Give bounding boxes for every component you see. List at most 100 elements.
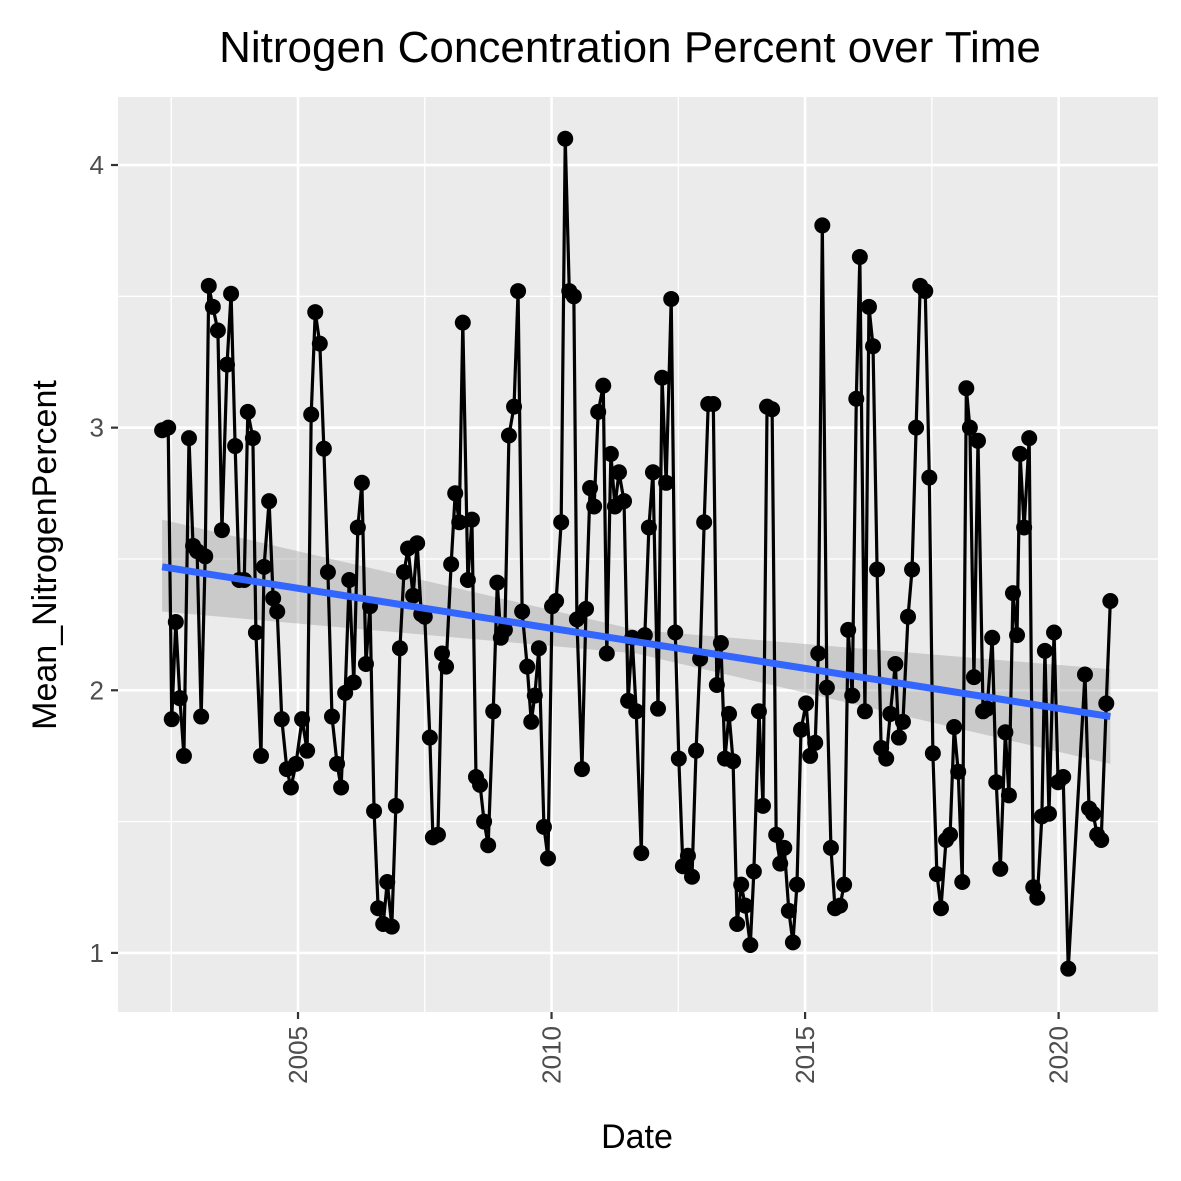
data-point <box>416 608 433 625</box>
data-point <box>311 335 328 352</box>
data-point <box>1076 666 1093 683</box>
data-point <box>725 753 742 770</box>
data-point <box>650 700 667 717</box>
data-point <box>303 406 320 423</box>
data-point <box>315 440 332 457</box>
data-point <box>319 564 336 581</box>
data-point <box>921 469 938 486</box>
data-point <box>409 535 426 552</box>
data-point <box>282 779 299 796</box>
data-point <box>443 556 460 573</box>
data-point <box>788 876 805 893</box>
data-point <box>167 613 184 630</box>
data-point <box>557 130 574 147</box>
data-point <box>802 747 819 764</box>
data-point <box>768 826 785 843</box>
data-point <box>745 863 762 880</box>
data-point <box>848 390 865 407</box>
data-point <box>869 561 886 578</box>
data-point <box>548 592 565 609</box>
data-point <box>463 511 480 528</box>
data-point <box>729 916 746 933</box>
data-point <box>353 474 370 491</box>
data-point <box>997 724 1014 741</box>
data-point <box>269 603 286 620</box>
data-point <box>539 850 556 867</box>
data-point <box>523 713 540 730</box>
data-point <box>1004 585 1021 602</box>
data-point <box>1102 592 1119 609</box>
data-point <box>822 839 839 856</box>
data-point <box>193 708 210 725</box>
data-point <box>667 624 684 641</box>
data-point <box>333 779 350 796</box>
data-point <box>256 558 273 575</box>
x-tick-label: 2020 <box>1044 1026 1074 1084</box>
data-point <box>628 703 645 720</box>
data-point <box>712 635 729 652</box>
data-point <box>506 398 523 415</box>
data-point <box>663 290 680 307</box>
data-point <box>175 747 192 764</box>
data-point <box>1016 519 1033 536</box>
data-point <box>454 314 471 331</box>
data-point <box>357 656 374 673</box>
data-point <box>924 745 941 762</box>
data-point <box>323 708 340 725</box>
data-point <box>565 288 582 305</box>
data-point <box>391 640 408 657</box>
data-point <box>514 603 531 620</box>
data-point <box>602 445 619 462</box>
data-point <box>1036 642 1053 659</box>
data-point <box>928 866 945 883</box>
data-point <box>737 897 754 914</box>
data-point <box>654 369 671 386</box>
data-point <box>485 703 502 720</box>
data-point <box>379 873 396 890</box>
data-point <box>261 493 278 510</box>
y-axis-title: Mean_NitrogenPercent <box>26 380 64 730</box>
data-point <box>510 283 527 300</box>
data-point <box>708 677 725 694</box>
data-point <box>405 587 422 604</box>
data-point <box>209 322 226 339</box>
data-point <box>844 687 861 704</box>
data-point <box>387 797 404 814</box>
data-point <box>616 493 633 510</box>
data-point <box>932 900 949 917</box>
data-point <box>1012 445 1029 462</box>
data-point <box>793 721 810 738</box>
data-point <box>252 747 269 764</box>
data-point <box>882 705 899 722</box>
data-point <box>670 750 687 767</box>
data-point <box>705 396 722 413</box>
data-point <box>969 432 986 449</box>
data-point <box>329 755 346 772</box>
data-point <box>345 674 362 691</box>
data-point <box>590 403 607 420</box>
data-point <box>764 401 781 418</box>
data-point <box>814 217 831 234</box>
data-point <box>163 711 180 728</box>
y-tick-label: 2 <box>90 675 104 705</box>
data-point <box>200 277 217 294</box>
data-point <box>658 474 675 491</box>
data-point <box>294 711 311 728</box>
data-point <box>988 774 1005 791</box>
data-point <box>429 826 446 843</box>
data-point <box>1040 805 1057 822</box>
data-point <box>807 734 824 751</box>
data-point <box>942 826 959 843</box>
data-point <box>644 464 661 481</box>
data-point <box>438 658 455 675</box>
data-point <box>798 695 815 712</box>
data-point <box>383 918 400 935</box>
trend-line <box>161 563 1111 720</box>
data-point <box>721 705 738 722</box>
data-point <box>447 485 464 502</box>
x-tick-label: 2005 <box>283 1026 313 1084</box>
data-point <box>917 283 934 300</box>
data-point <box>213 522 230 539</box>
data-point <box>299 742 316 759</box>
